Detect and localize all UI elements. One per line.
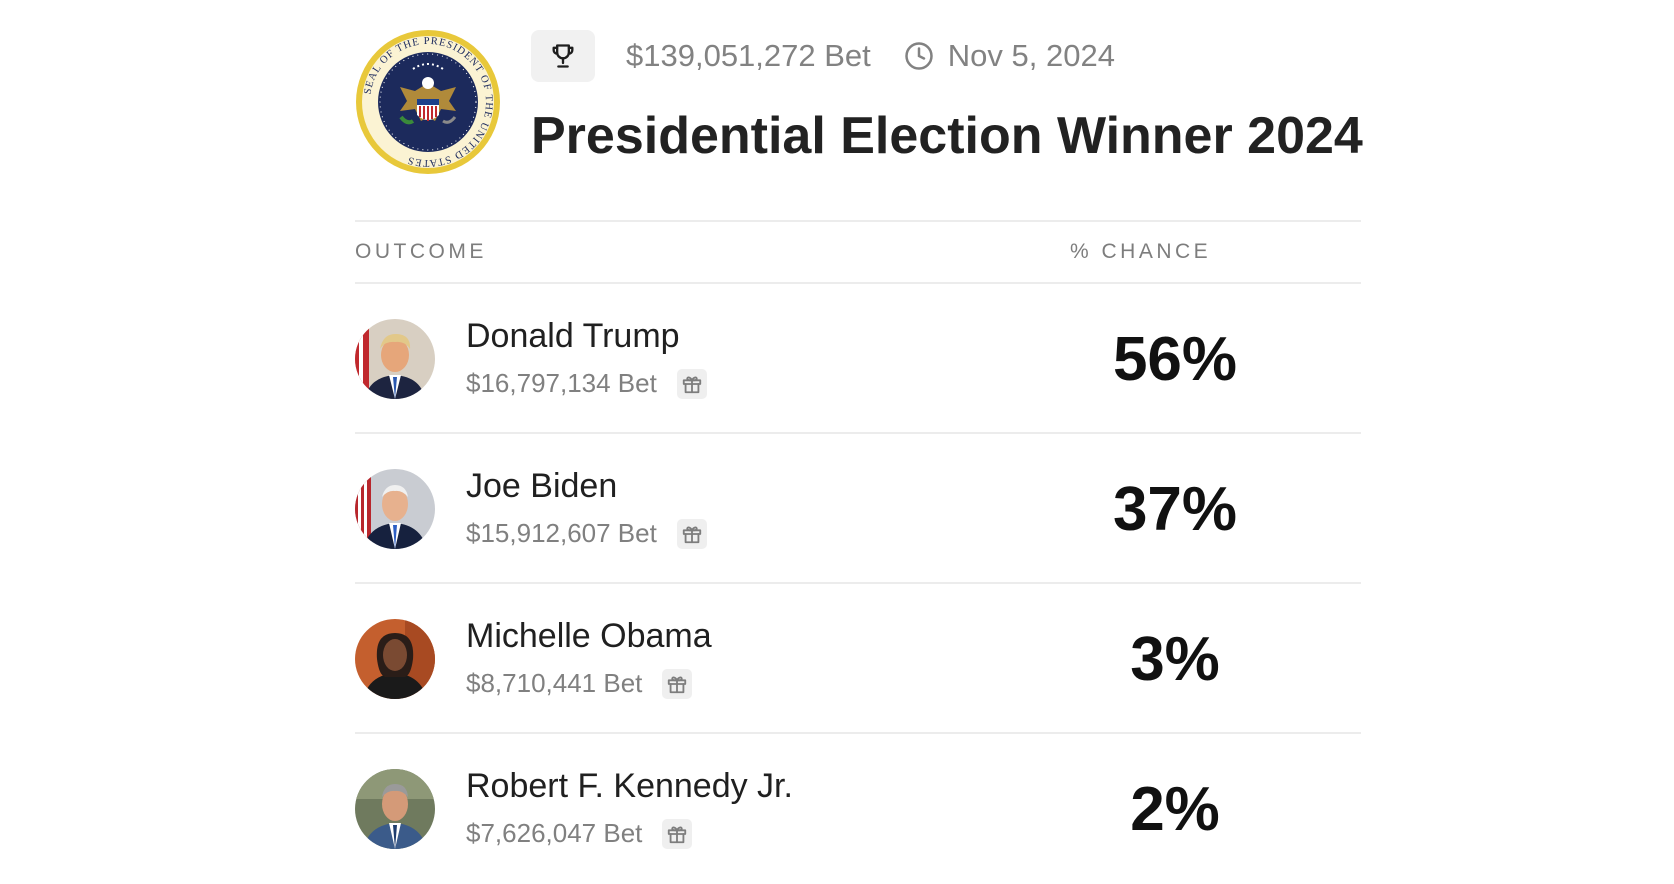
gift-button[interactable] xyxy=(662,668,693,699)
presidential-seal-logo: SEAL OF THE PRESIDENT OF THE UNITED STAT… xyxy=(356,30,500,174)
market-date: Nov 5, 2024 xyxy=(947,38,1115,73)
chance-column-header: % CHANCE xyxy=(1070,240,1212,263)
gift-icon xyxy=(682,376,702,393)
market-volume: $139,051,272 Bet xyxy=(626,38,871,73)
market-header: SEAL OF THE PRESIDENT OF THE UNITED STAT… xyxy=(355,0,1363,220)
outcome-name: Joe Biden xyxy=(466,467,618,505)
gift-icon xyxy=(668,826,687,843)
outcome-bet-line: $15,912,607 Bet xyxy=(466,518,707,549)
gift-button[interactable] xyxy=(676,368,707,399)
trophy-button[interactable] xyxy=(531,30,595,82)
outcome-column-header: OUTCOME xyxy=(355,240,487,263)
clock-icon xyxy=(905,42,933,70)
outcome-bet-line: $7,626,047 Bet xyxy=(466,818,693,849)
avatar xyxy=(355,619,435,699)
gift-icon xyxy=(668,676,687,693)
outcome-bet-line: $16,797,134 Bet xyxy=(466,368,707,399)
outcome-row-robert-f-kennedy-jr[interactable]: Robert F. Kennedy Jr. $7,626,047 Bet 2% xyxy=(355,734,1361,884)
outcome-row-donald-trump[interactable]: Donald Trump $16,797,134 Bet 56% xyxy=(355,284,1361,434)
gift-icon xyxy=(682,526,702,543)
outcome-name: Donald Trump xyxy=(466,317,680,355)
outcome-table-header: OUTCOME % CHANCE xyxy=(355,220,1361,284)
outcome-chance: 2% xyxy=(1130,775,1220,844)
outcome-row-michelle-obama[interactable]: Michelle Obama $8,710,441 Bet 3% xyxy=(355,584,1361,734)
outcome-chance: 3% xyxy=(1130,625,1220,694)
market-meta: $139,051,272 Bet Nov 5, 2024 xyxy=(531,30,1115,82)
outcome-bet-amount: $16,797,134 Bet xyxy=(466,368,657,398)
outcome-name: Michelle Obama xyxy=(466,617,712,655)
outcome-bet-amount: $7,626,047 Bet xyxy=(466,818,643,848)
market-card: SEAL OF THE PRESIDENT OF THE UNITED STAT… xyxy=(355,0,1363,849)
market-end-date: Nov 5, 2024 xyxy=(904,38,1115,74)
outcome-name: Robert F. Kennedy Jr. xyxy=(466,767,793,805)
outcome-bet-line: $8,710,441 Bet xyxy=(466,668,693,699)
avatar xyxy=(355,469,435,549)
gift-button[interactable] xyxy=(662,818,693,849)
outcome-bet-amount: $8,710,441 Bet xyxy=(466,668,643,698)
outcome-list: Donald Trump $16,797,134 Bet 56% xyxy=(355,284,1361,884)
outcome-chance: 56% xyxy=(1112,325,1238,394)
gift-button[interactable] xyxy=(676,518,707,549)
outcome-row-joe-biden[interactable]: Joe Biden $15,912,607 Bet 37% xyxy=(355,434,1361,584)
outcome-bet-amount: $15,912,607 Bet xyxy=(466,518,657,548)
trophy-icon xyxy=(552,44,574,68)
avatar xyxy=(355,319,435,399)
avatar xyxy=(355,769,435,849)
outcome-chance: 37% xyxy=(1112,475,1238,544)
market-title: Presidential Election Winner 2024 xyxy=(531,107,1363,165)
